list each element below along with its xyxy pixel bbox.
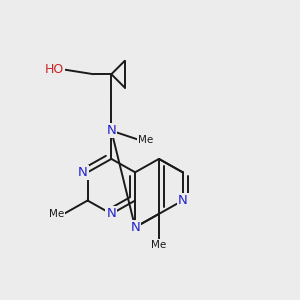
Text: HO: HO (45, 63, 64, 76)
Text: Me: Me (138, 135, 153, 145)
Text: N: N (106, 207, 116, 220)
Text: N: N (130, 221, 140, 234)
Text: N: N (106, 124, 116, 137)
Text: N: N (78, 166, 88, 179)
Text: Me: Me (49, 209, 64, 219)
Text: Me: Me (151, 240, 166, 250)
Text: N: N (178, 194, 188, 207)
